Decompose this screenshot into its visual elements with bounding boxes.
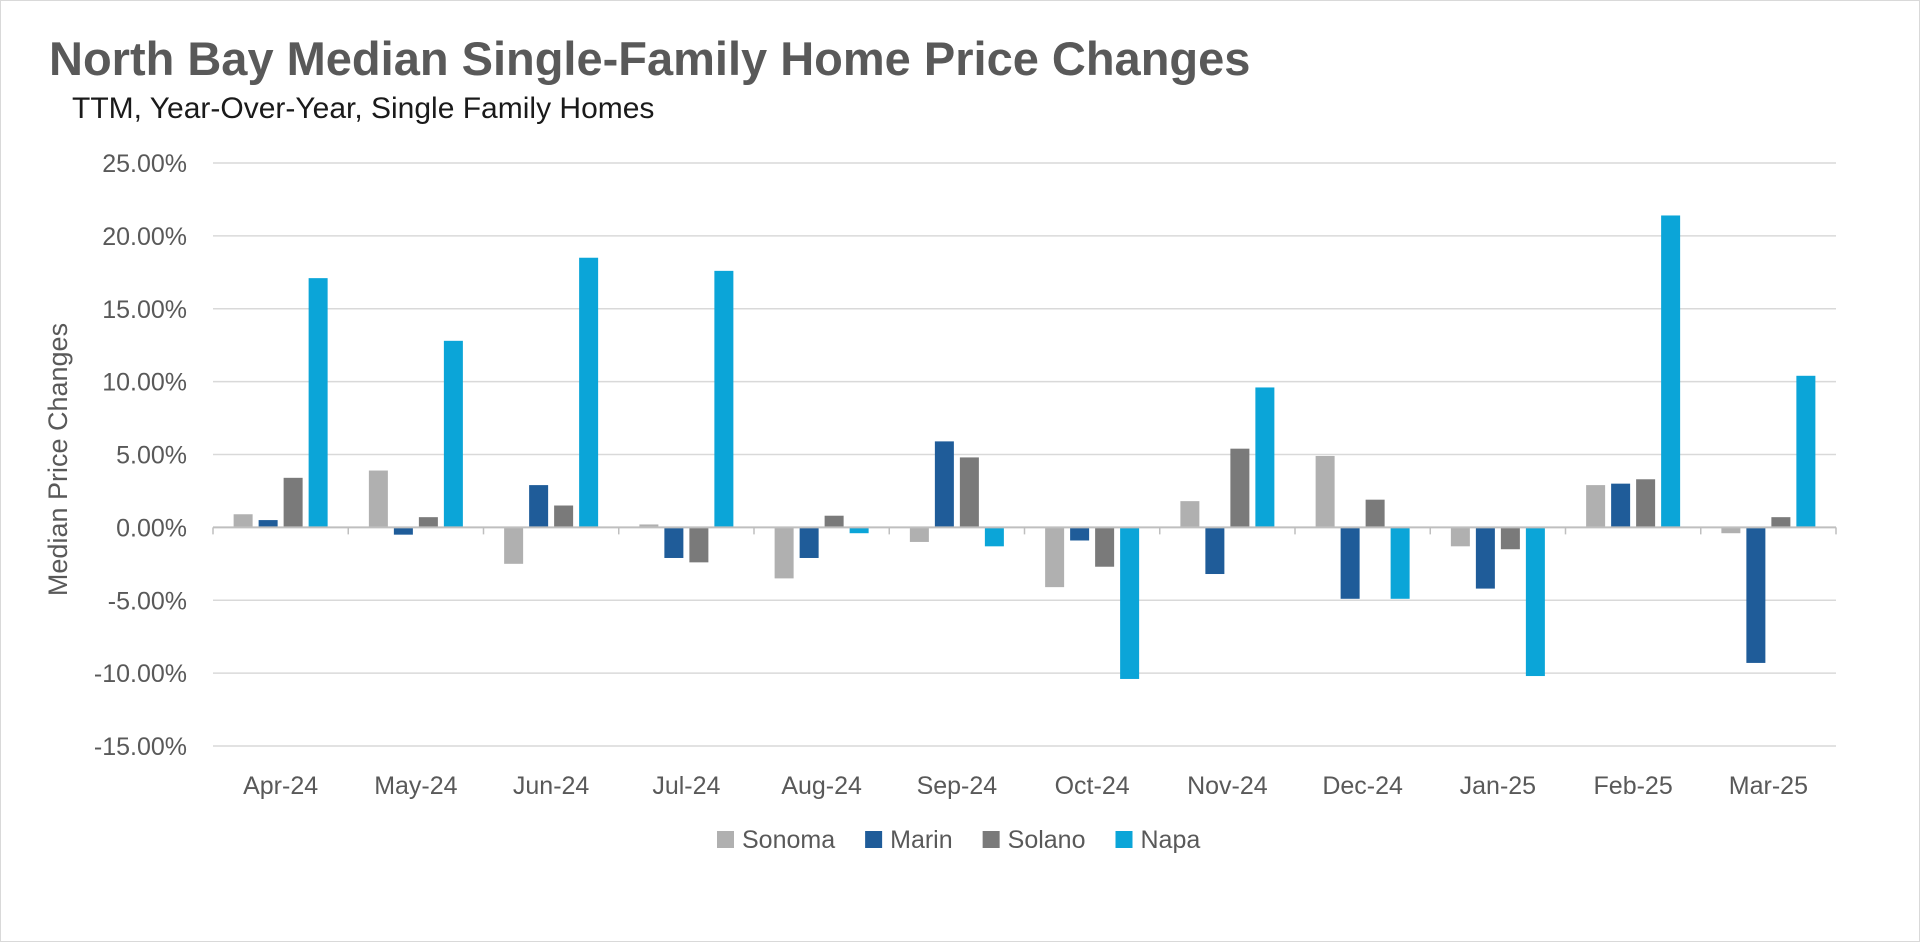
bar-solano-mar-25	[1771, 517, 1791, 528]
x-tick-label: Jul-24	[652, 772, 720, 800]
x-tick-label: Apr-24	[243, 772, 318, 800]
chart-title: North Bay Median Single-Family Home Pric…	[49, 32, 1251, 85]
x-tick-label: Dec-24	[1322, 772, 1403, 800]
bar-sonoma-sep-24	[909, 527, 929, 542]
bar-napa-dec-24	[1390, 527, 1410, 599]
bar-sonoma-may-24	[368, 470, 388, 528]
bar-solano-nov-24	[1230, 448, 1250, 528]
x-tick-label: Jan-25	[1460, 772, 1536, 800]
y-tick-label: 20.00%	[102, 223, 187, 251]
bar-marin-aug-24	[799, 527, 819, 558]
bar-marin-oct-24	[1070, 527, 1090, 541]
bar-napa-jun-24	[579, 257, 599, 528]
bar-marin-jul-24	[664, 527, 684, 558]
x-tick-label: Feb-25	[1594, 772, 1673, 800]
legend: Sonoma Marin Solano Napa	[717, 826, 1200, 854]
bar-solano-apr-24	[283, 477, 303, 528]
x-tick-label: Aug-24	[781, 772, 862, 800]
y-axis-ticks: 25.00% 20.00% 15.00% 10.00% 5.00% 0.00% -5.00%…	[94, 150, 187, 761]
x-tick-label: Mar-25	[1729, 772, 1808, 800]
bar-solano-may-24	[418, 517, 438, 528]
bar-marin-sep-24	[934, 441, 954, 528]
y-tick-label: 25.00%	[102, 150, 187, 178]
bar-napa-may-24	[443, 340, 463, 528]
y-tick-label: -10.00%	[94, 660, 187, 688]
x-axis	[212, 526, 1837, 535]
bar-sonoma-jul-24	[639, 524, 659, 528]
chart-subtitle: TTM, Year-Over-Year, Single Family Homes	[72, 92, 655, 125]
bar-napa-jan-25	[1525, 527, 1545, 677]
bar-napa-sep-24	[984, 527, 1004, 547]
y-tick-label: -15.00%	[94, 733, 187, 761]
bar-solano-jul-24	[689, 527, 709, 563]
bar-marin-apr-24	[258, 520, 278, 528]
legend-swatch-solano	[982, 831, 1000, 848]
y-tick-label: 5.00%	[116, 442, 187, 470]
bar-napa-nov-24	[1255, 387, 1275, 528]
bar-marin-jan-25	[1475, 527, 1495, 589]
x-tick-label: May-24	[374, 772, 457, 800]
legend-label-marin: Marin	[890, 826, 953, 854]
legend-swatch-sonoma	[717, 831, 734, 848]
bar-sonoma-apr-24	[233, 514, 253, 528]
bar-marin-dec-24	[1340, 527, 1360, 599]
bar-napa-feb-25	[1661, 215, 1681, 528]
bar-solano-jan-25	[1500, 527, 1520, 550]
bar-sonoma-dec-24	[1315, 455, 1335, 528]
y-axis-title: Median Price Changes	[43, 323, 73, 596]
bar-marin-mar-25	[1746, 527, 1766, 663]
x-tick-label: Nov-24	[1187, 772, 1268, 800]
bar-sonoma-nov-24	[1180, 501, 1200, 528]
bar-napa-aug-24	[849, 527, 869, 534]
bars	[233, 215, 1816, 679]
bar-solano-sep-24	[959, 457, 979, 528]
bar-solano-oct-24	[1095, 527, 1115, 567]
bar-solano-feb-25	[1636, 479, 1656, 528]
bar-sonoma-aug-24	[774, 527, 794, 579]
x-tick-label: Oct-24	[1055, 772, 1130, 800]
bar-napa-jul-24	[714, 270, 734, 528]
bar-marin-nov-24	[1205, 527, 1225, 575]
bar-marin-may-24	[393, 527, 413, 535]
gridlines	[213, 162, 1836, 747]
bar-marin-feb-25	[1611, 483, 1631, 528]
bar-solano-dec-24	[1365, 499, 1385, 528]
bar-napa-mar-25	[1796, 375, 1816, 528]
x-axis-ticks: Apr-24 May-24 Jun-24 Jul-24 Aug-24 Sep-24 Oct-…	[243, 772, 1808, 800]
legend-swatch-marin	[865, 831, 883, 848]
bar-solano-jun-24	[554, 505, 574, 528]
bar-napa-apr-24	[308, 278, 328, 528]
y-tick-label: 0.00%	[116, 514, 187, 542]
bar-sonoma-jun-24	[504, 527, 524, 564]
bar-marin-jun-24	[529, 485, 549, 528]
bar-sonoma-feb-25	[1586, 485, 1606, 528]
y-tick-label: -5.00%	[108, 587, 187, 615]
legend-label-sonoma: Sonoma	[742, 826, 835, 854]
legend-swatch-napa	[1115, 831, 1133, 848]
bar-solano-aug-24	[824, 515, 844, 528]
legend-label-solano: Solano	[1008, 826, 1086, 854]
x-tick-label: Sep-24	[917, 772, 998, 800]
y-tick-label: 15.00%	[102, 296, 187, 324]
x-tick-label: Jun-24	[513, 772, 590, 800]
y-tick-label: 10.00%	[102, 369, 187, 397]
bar-sonoma-oct-24	[1045, 527, 1065, 588]
legend-label-napa: Napa	[1141, 826, 1201, 854]
bar-sonoma-jan-25	[1450, 527, 1470, 547]
bar-sonoma-mar-25	[1721, 527, 1741, 534]
bar-napa-oct-24	[1120, 527, 1140, 679]
